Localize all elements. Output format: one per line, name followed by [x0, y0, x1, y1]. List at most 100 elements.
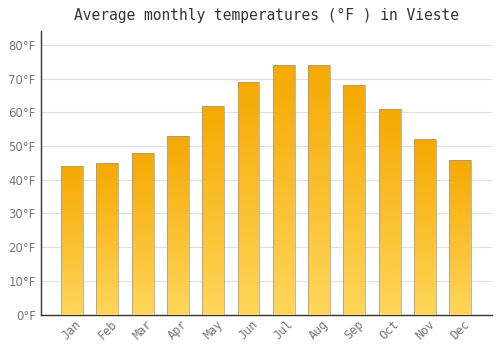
Bar	[344, 90, 365, 92]
Bar	[167, 254, 189, 256]
Bar	[167, 215, 189, 216]
Bar	[167, 204, 189, 205]
Bar	[167, 188, 189, 190]
Bar	[273, 118, 294, 120]
Bar	[202, 170, 224, 173]
Bar	[344, 216, 365, 218]
Bar	[308, 215, 330, 217]
Bar	[273, 197, 294, 200]
Bar	[308, 227, 330, 230]
Bar	[344, 149, 365, 152]
Bar	[414, 285, 436, 287]
Bar	[273, 262, 294, 265]
Bar	[96, 186, 118, 187]
Bar	[308, 220, 330, 222]
Bar	[273, 217, 294, 220]
Bar	[202, 225, 224, 227]
Bar	[450, 310, 471, 312]
Bar	[61, 307, 83, 309]
Bar	[132, 290, 154, 292]
Bar	[202, 244, 224, 246]
Bar	[132, 271, 154, 273]
Bar	[308, 83, 330, 85]
Bar	[167, 266, 189, 268]
Bar	[238, 126, 260, 128]
Bar	[378, 240, 400, 243]
Bar	[308, 195, 330, 197]
Bar	[238, 296, 260, 298]
Bar	[273, 267, 294, 270]
Bar	[96, 301, 118, 302]
Bar	[96, 202, 118, 204]
Bar	[308, 302, 330, 304]
Bar	[202, 294, 224, 296]
Bar	[273, 88, 294, 90]
Bar	[96, 276, 118, 278]
Bar	[308, 185, 330, 187]
Bar	[273, 103, 294, 105]
Bar	[308, 200, 330, 202]
Bar	[202, 271, 224, 273]
Bar	[238, 233, 260, 236]
Bar	[378, 247, 400, 249]
Bar	[378, 228, 400, 230]
Bar	[378, 195, 400, 197]
Bar	[202, 304, 224, 306]
Bar	[344, 127, 365, 129]
Bar	[308, 267, 330, 270]
Bar	[167, 304, 189, 306]
Bar	[273, 195, 294, 197]
Bar	[61, 196, 83, 197]
Bar	[61, 286, 83, 288]
Bar	[61, 276, 83, 278]
Bar	[61, 217, 83, 218]
Bar	[378, 197, 400, 199]
Bar	[167, 259, 189, 261]
Bar	[414, 260, 436, 262]
Bar	[202, 122, 224, 124]
Bar	[167, 272, 189, 273]
Bar	[238, 247, 260, 250]
Bar	[61, 258, 83, 260]
Bar	[238, 128, 260, 131]
Bar	[238, 140, 260, 142]
Bar	[167, 273, 189, 275]
Bar	[273, 65, 294, 315]
Bar	[202, 214, 224, 216]
Bar	[61, 229, 83, 230]
Bar	[450, 253, 471, 254]
Bar	[61, 178, 83, 180]
Bar	[61, 270, 83, 272]
Bar	[344, 163, 365, 166]
Bar	[238, 147, 260, 149]
Bar	[344, 156, 365, 159]
Bar	[132, 193, 154, 195]
Bar	[167, 297, 189, 299]
Bar	[96, 175, 118, 176]
Bar	[132, 195, 154, 196]
Bar	[414, 192, 436, 194]
Bar	[378, 136, 400, 138]
Bar	[273, 272, 294, 275]
Bar	[61, 267, 83, 268]
Bar	[414, 157, 436, 159]
Bar	[238, 198, 260, 201]
Bar	[378, 144, 400, 146]
Bar	[167, 241, 189, 243]
Bar	[273, 70, 294, 73]
Bar	[202, 281, 224, 283]
Bar	[238, 170, 260, 173]
Bar	[308, 165, 330, 167]
Bar	[132, 159, 154, 161]
Bar	[61, 177, 83, 178]
Bar	[414, 232, 436, 234]
Bar	[238, 291, 260, 294]
Bar	[344, 211, 365, 214]
Bar	[96, 230, 118, 231]
Bar	[61, 183, 83, 184]
Bar	[61, 310, 83, 312]
Bar	[308, 170, 330, 173]
Bar	[344, 177, 365, 179]
Bar	[202, 296, 224, 298]
Bar	[61, 289, 83, 291]
